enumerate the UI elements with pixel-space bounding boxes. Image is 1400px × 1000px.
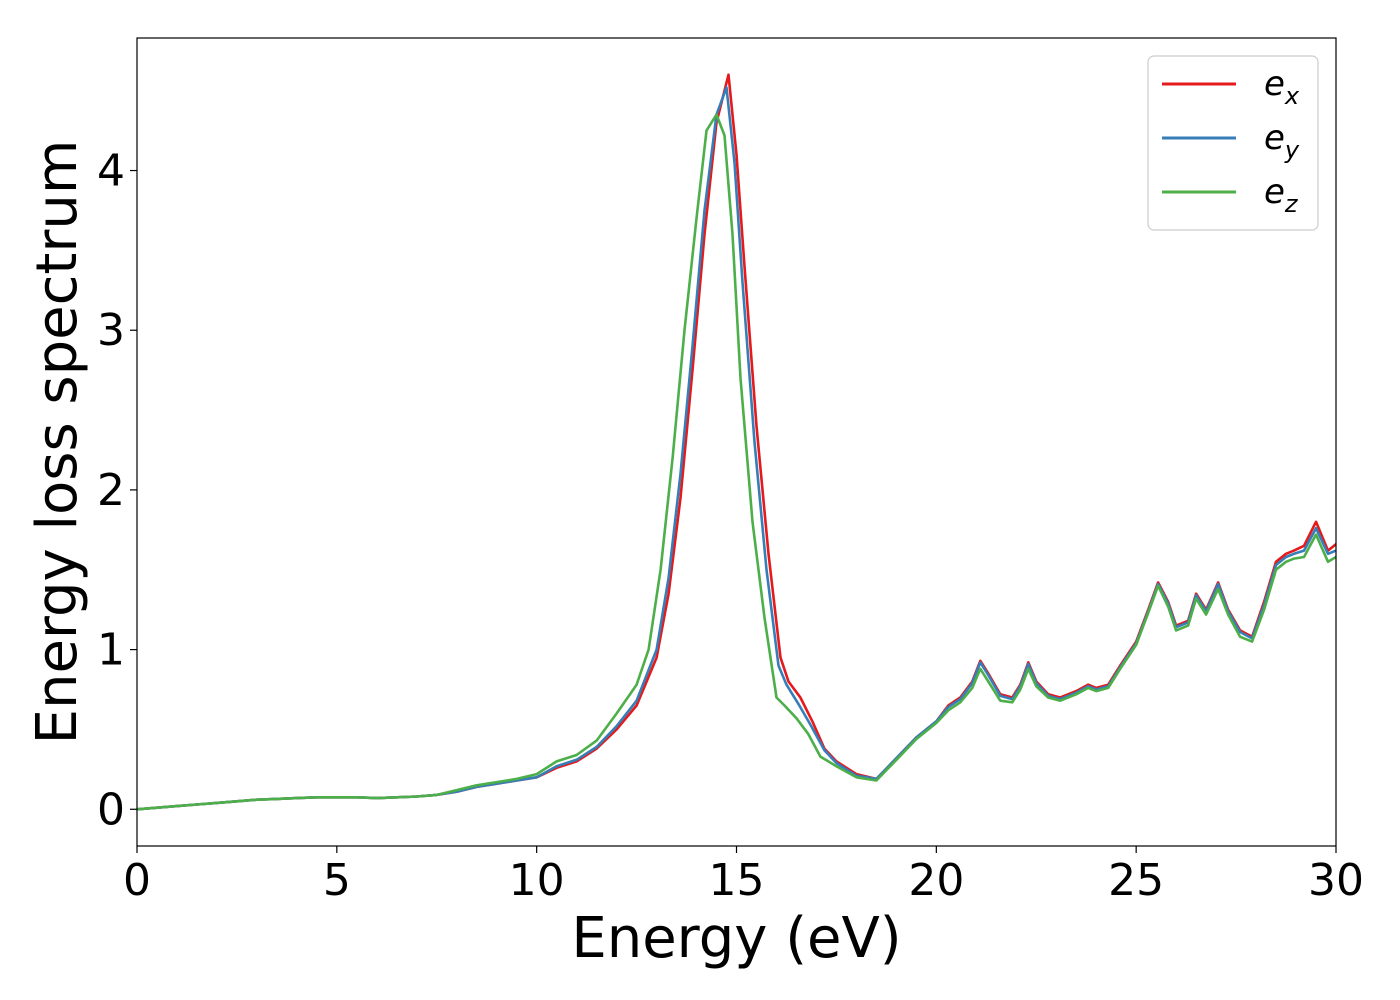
y-axis: 0 1 2 3 4 [97, 146, 137, 835]
y-axis-label: Energy loss spectrum [25, 140, 90, 745]
x-tick-label: 15 [709, 855, 765, 906]
legend: ex ey ez [1147, 55, 1319, 231]
legend-label-z: ez [1264, 172, 1299, 218]
x-axis-label: Energy (eV) [571, 906, 901, 971]
x-tick-label: 25 [1108, 855, 1164, 906]
x-tick-label: 20 [908, 855, 964, 906]
series-line-z [137, 113, 1336, 811]
y-tick-label: 4 [97, 146, 125, 197]
x-tick-label: 0 [123, 855, 151, 906]
series-layer [137, 73, 1336, 811]
x-tick-label: 5 [323, 855, 351, 906]
y-tick-label: 1 [97, 625, 125, 676]
x-axis: 0 5 10 15 20 25 30 [123, 846, 1364, 906]
x-tick-label: 30 [1308, 855, 1364, 906]
legend-label-x: ex [1264, 64, 1300, 110]
y-tick-label: 3 [97, 305, 125, 356]
legend-label-y: ey [1264, 118, 1300, 164]
legend-box [1147, 55, 1319, 231]
x-tick-label: 10 [509, 855, 565, 906]
y-tick-label: 2 [97, 465, 125, 516]
y-tick-label: 0 [97, 784, 125, 835]
